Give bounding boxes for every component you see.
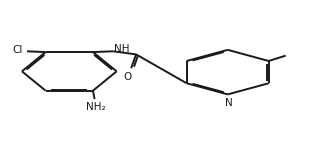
- Text: N: N: [225, 98, 233, 108]
- Text: NH: NH: [114, 44, 130, 53]
- Text: NH₂: NH₂: [86, 102, 106, 112]
- Text: Cl: Cl: [12, 45, 23, 55]
- Text: O: O: [124, 72, 132, 82]
